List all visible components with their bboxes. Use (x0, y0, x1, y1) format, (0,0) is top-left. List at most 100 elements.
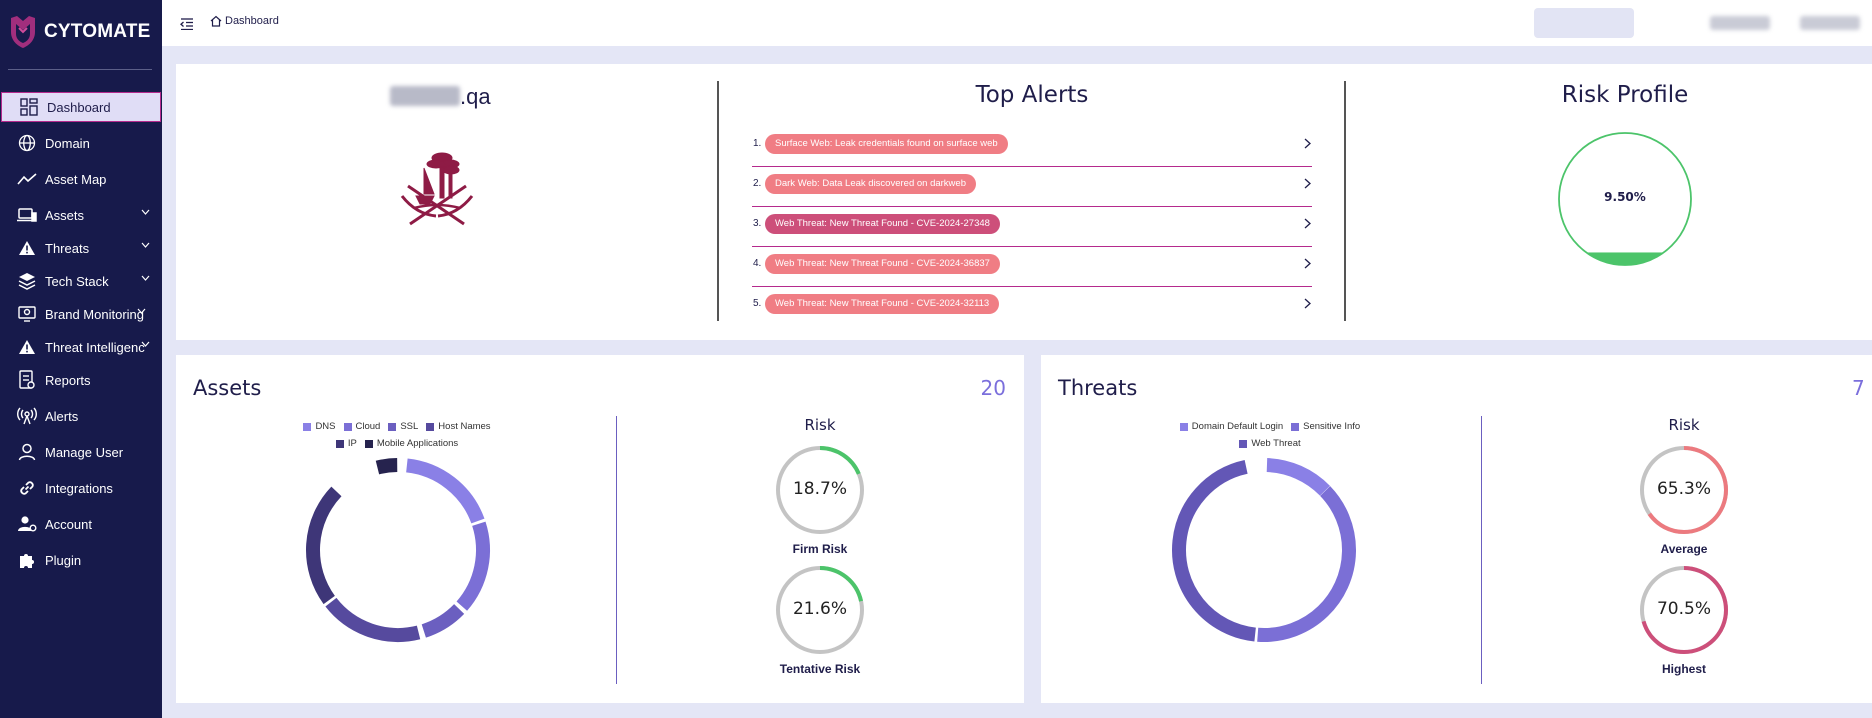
alert-badge: Web Threat: New Threat Found - CVE-2024-… (765, 214, 1000, 234)
top-bar: Dashboard (162, 0, 1872, 46)
sidebar-item-brand-monitoring[interactable]: Brand Monitoring (0, 299, 162, 329)
alert-item[interactable]: 5. Web Threat: New Threat Found - CVE-20… (752, 289, 1312, 327)
sidebar-item-label: Threats (45, 240, 90, 256)
domain-name: .qa (460, 84, 491, 109)
sidebar-item-label: Manage User (45, 444, 124, 460)
donut-segment-ip[interactable] (300, 452, 496, 648)
tentative-risk-gauge (776, 566, 864, 654)
risk-profile-value: 9.50% (1604, 190, 1646, 204)
sidebar-item-tech-stack[interactable]: Tech Stack (0, 266, 162, 296)
legend-item[interactable]: Domain Default Login (1179, 421, 1283, 432)
sidebar-item-reports[interactable]: Reports (0, 365, 162, 395)
legend-item[interactable]: Web Threat (1239, 438, 1301, 449)
tentative-risk-label: Tentative Risk (779, 662, 861, 676)
alert-number: 5. (753, 298, 762, 309)
legend-item[interactable]: DNS (303, 421, 336, 432)
threats-count: 7 (1852, 376, 1865, 400)
overview-divider (717, 81, 719, 321)
sidebar-item-label: Dashboard (47, 99, 111, 115)
sidebar-item-alerts[interactable]: Alerts (0, 401, 162, 431)
alert-number: 4. (753, 258, 762, 269)
assets-risk-heading: Risk (804, 416, 836, 434)
highest-risk-value: 70.5% (1656, 599, 1711, 619)
legend-item[interactable]: Cloud (343, 421, 380, 432)
breadcrumb[interactable]: Dashboard (210, 15, 279, 27)
sidebar-item-assets[interactable]: Assets (0, 200, 162, 230)
chevron-right-icon (1304, 258, 1311, 269)
legend-item[interactable]: IP (335, 438, 357, 449)
sidebar-item-threat-intelligence[interactable]: Threat Intelligence (0, 332, 162, 362)
app-logo[interactable]: CYTOMATE (8, 14, 150, 50)
sidebar-item-threats[interactable]: Threats (0, 233, 162, 263)
alert-item[interactable]: 4. Web Threat: New Threat Found - CVE-20… (752, 249, 1312, 287)
alert-item[interactable]: 1. Surface Web: Leak credentials found o… (752, 129, 1312, 167)
alert-item[interactable]: 2. Dark Web: Data Leak discovered on dar… (752, 169, 1312, 207)
threats-legend: Domain Default Login Sensitive Info Web … (1160, 421, 1380, 455)
legend-item[interactable]: Mobile Applications (364, 438, 458, 449)
sidebar-item-label: Plugin (45, 552, 82, 568)
sidebar-item-asset-map[interactable]: Asset Map (0, 164, 162, 194)
chevron-down-icon (141, 209, 150, 215)
firm-risk-label: Firm Risk (792, 542, 848, 556)
redacted-username (1710, 16, 1770, 30)
sidebar-item-integrations[interactable]: Integrations (0, 473, 162, 503)
assets-count: 20 (980, 376, 1006, 400)
threats-risk-heading: Risk (1668, 416, 1700, 434)
report-icon (16, 369, 38, 391)
sidebar-item-label: Tech Stack (45, 273, 109, 289)
alert-number: 3. (753, 218, 762, 229)
tentative-risk-value: 21.6% (792, 599, 847, 619)
alert-item[interactable]: 3. Web Threat: New Threat Found - CVE-20… (752, 209, 1312, 247)
sidebar-item-label: Integrations (45, 480, 113, 496)
alert-number: 1. (753, 138, 762, 149)
sidebar-item-manage-user[interactable]: Manage User (0, 437, 162, 467)
alert-badge: Web Threat: New Threat Found - CVE-2024-… (765, 254, 1000, 274)
legend-item[interactable]: Sensitive Info (1291, 421, 1360, 432)
overview-divider (1344, 81, 1346, 321)
sidebar-item-dashboard[interactable]: Dashboard (1, 92, 161, 122)
firm-risk-value: 18.7% (792, 479, 847, 499)
sidebar-item-label: Asset Map (45, 171, 107, 187)
user-menu[interactable] (1534, 8, 1634, 38)
puzzle-icon (16, 549, 38, 571)
donut-segment-web-threat[interactable] (1171, 457, 1358, 644)
sidebar: CYTOMATE Dashboard Domain Asset Map (0, 0, 162, 718)
home-icon (210, 15, 222, 27)
donut-segment-cloud[interactable] (300, 452, 496, 648)
firm-risk-gauge (776, 446, 864, 534)
globe-icon (16, 132, 38, 154)
donut-segment-host-names[interactable] (300, 452, 496, 648)
chevron-down-icon (141, 275, 150, 281)
risk-profile-fill (1559, 252, 1691, 265)
trend-line-icon (16, 168, 38, 190)
sidebar-item-label: Account (45, 516, 92, 532)
donut-segment-sensitive-info[interactable] (1166, 452, 1362, 648)
chevron-right-icon (1304, 218, 1311, 229)
donut-segment-dns[interactable] (305, 457, 492, 644)
warning-icon (16, 336, 38, 358)
assets-legend: DNS Cloud SSL Host Names IP Mobile Appli… (290, 421, 504, 455)
radar-alert-icon (16, 405, 38, 427)
menu-toggle-button[interactable] (180, 15, 194, 34)
legend-item[interactable]: Host Names (426, 421, 491, 432)
threats-donut-chart (1166, 452, 1362, 648)
risk-profile-gauge (1558, 132, 1692, 266)
donut-segment-ssl[interactable] (300, 452, 496, 648)
sidebar-item-domain[interactable]: Domain (0, 128, 162, 158)
sidebar-item-account[interactable]: Account (0, 509, 162, 539)
average-risk-gauge (1640, 446, 1728, 534)
sidebar-item-label: Domain (45, 135, 90, 151)
sidebar-divider (8, 69, 152, 70)
risk-profile-title: Risk Profile (1561, 82, 1689, 108)
sidebar-item-plugin[interactable]: Plugin (0, 545, 162, 575)
top-alerts-title: Top Alerts (975, 82, 1089, 108)
assets-divider (616, 416, 617, 684)
legend-item[interactable]: SSL (388, 421, 418, 432)
user-settings-icon (16, 513, 38, 535)
highest-risk-gauge (1640, 566, 1728, 654)
monitor-icon (16, 303, 38, 325)
threats-title: Threats (1058, 376, 1138, 400)
link-icon (16, 477, 38, 499)
donut-segment-mobile-apps[interactable] (300, 452, 496, 648)
assets-donut-chart (300, 452, 496, 648)
